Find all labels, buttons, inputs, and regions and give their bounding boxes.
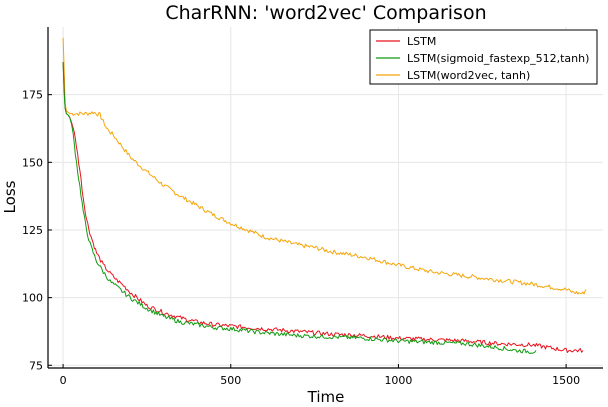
legend-entry-label: LSTM(sigmoid_fastexp_512,tanh): [407, 52, 589, 65]
series-line-2: [62, 62, 537, 354]
series-line-1: [62, 62, 584, 353]
x-tick-label: 0: [60, 374, 67, 387]
tick-labels: 0 500 1000 1500 75 100 125 150 175: [22, 89, 580, 387]
axes: [47, 27, 603, 369]
y-tick-label: 100: [22, 292, 43, 305]
x-tick-label: 1000: [384, 374, 412, 387]
plot-lines: [62, 37, 587, 354]
legend-box: [369, 29, 598, 85]
x-axis-label: Time: [307, 388, 345, 406]
y-tick-label: 125: [22, 224, 43, 237]
series-line-3: [62, 37, 587, 295]
legend-entry-label: LSTM(word2vec, tanh): [407, 69, 530, 82]
y-tick-label: 150: [22, 156, 43, 169]
y-tick-label: 75: [29, 359, 43, 372]
y-tick-label: 175: [22, 89, 43, 102]
x-tick-label: 500: [220, 374, 241, 387]
y-axis-label: Loss: [1, 180, 19, 213]
chart-title: CharRNN: 'word2vec' Comparison: [165, 2, 486, 24]
legend: LSTM LSTM(sigmoid_fastexp_512,tanh) LSTM(w…: [369, 29, 598, 85]
x-tick-label: 1500: [552, 374, 580, 387]
legend-entry-label: LSTM: [407, 35, 436, 48]
